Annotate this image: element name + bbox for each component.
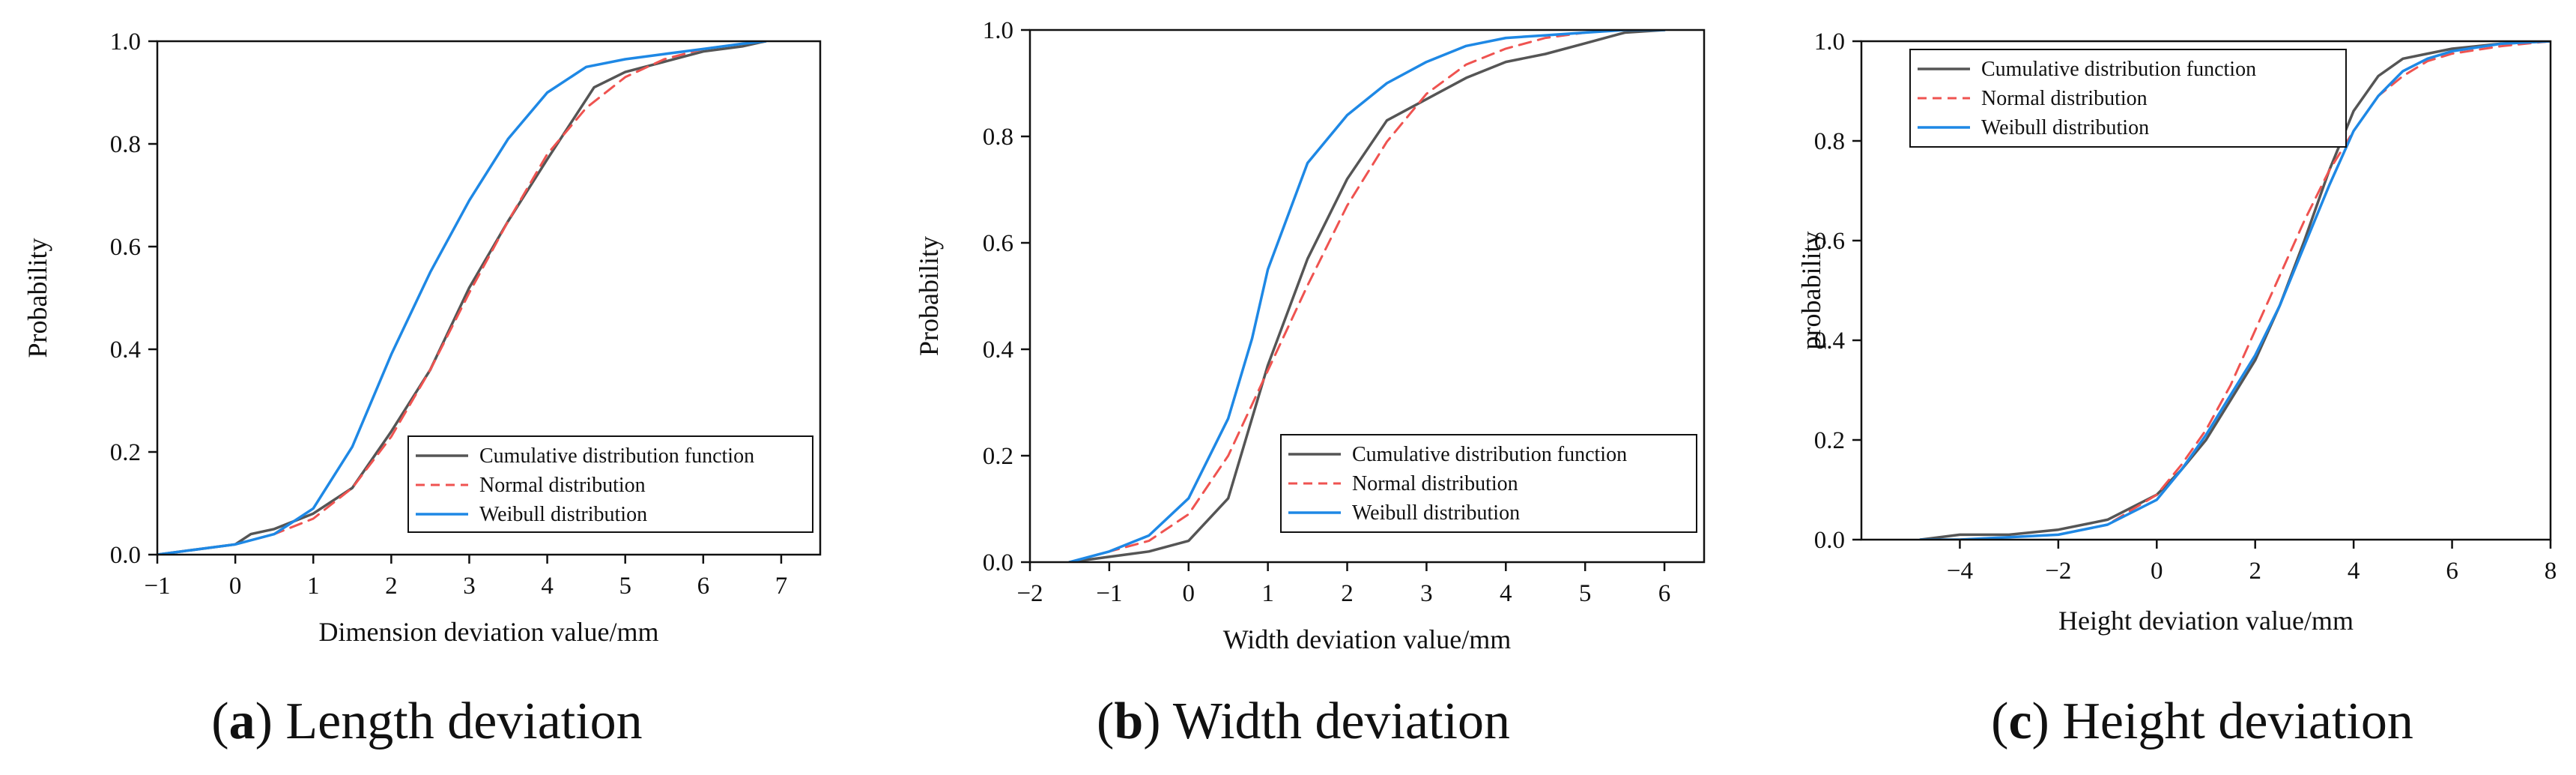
y-tick-label: 0.0 — [1814, 527, 1845, 554]
caption-close: ) — [1143, 693, 1160, 750]
y-axis-title: Probability — [914, 236, 944, 356]
caption-text: Width deviation — [1161, 693, 1510, 750]
x-tick-label: 6 — [1658, 580, 1671, 607]
y-tick-label: 0.2 — [1814, 427, 1845, 454]
x-tick-label: 7 — [775, 573, 788, 600]
y-tick-label: 0.2 — [110, 439, 141, 466]
caption-letter: a — [229, 693, 255, 750]
x-tick-label: 6 — [2446, 558, 2458, 585]
caption-open: ( — [1991, 693, 2008, 750]
panel-caption: (c) Height deviation — [1991, 693, 2413, 750]
panel-c-height-deviation: −4 −2 0 2 4 6 8 0.0 0.2 0.4 0.6 0.8 1.0 Height deviat… — [1796, 28, 2557, 750]
x-tick-label: 8 — [2545, 558, 2557, 585]
series-group — [1919, 41, 2551, 540]
legend-label-cdf: Cumulative distribution function — [1352, 443, 1627, 466]
y-tick-label: 0.0 — [983, 549, 1013, 576]
caption-open: ( — [211, 693, 228, 750]
x-axis-title: Height deviation value/mm — [2058, 606, 2354, 636]
legend-label-weibull: Weibull distribution — [1981, 116, 2149, 139]
caption-text: Length deviation — [273, 693, 643, 750]
x-tick-label: 1 — [307, 573, 320, 600]
x-tick-label: 0 — [1183, 580, 1195, 607]
legend: Cumulative distribution function Normal d… — [1909, 49, 2347, 148]
y-tick-label: 0.2 — [983, 443, 1013, 470]
y-tick-label: 1.0 — [110, 28, 141, 55]
legend: Cumulative distribution function Normal d… — [407, 435, 813, 533]
y-tick-label: 1.0 — [1814, 28, 1845, 55]
x-tick-label: 4 — [2348, 558, 2360, 585]
series-line-cdf — [157, 41, 767, 555]
panel-caption: (b) Width deviation — [1097, 693, 1510, 750]
x-tick-label: 5 — [1579, 580, 1592, 607]
x-axis-title: Width deviation value/mm — [1223, 624, 1511, 654]
legend-label-weibull: Weibull distribution — [479, 503, 647, 526]
plot-frame — [156, 40, 822, 556]
x-tick-label: 0 — [2151, 558, 2163, 585]
panel-b-width-deviation: −2 −1 0 1 2 3 4 5 6 0.0 0.2 0.4 0.6 0.8 1.0 Width devia… — [914, 17, 1706, 750]
series-group — [1068, 30, 1666, 562]
legend-label-normal: Normal distribution — [1981, 87, 2148, 110]
panel-caption: (a) Length deviation — [211, 693, 642, 750]
x-tick-label: −4 — [1947, 558, 1973, 585]
x-tick-label: 2 — [385, 573, 398, 600]
y-tick-label: 0.6 — [110, 234, 141, 261]
plot-frame — [1860, 40, 2552, 541]
caption-open: ( — [1097, 693, 1114, 750]
x-tick-label: 1 — [1261, 580, 1274, 607]
series-line-cdf — [1068, 30, 1666, 562]
x-tick-label: 5 — [619, 573, 631, 600]
series-line-weibull — [1068, 30, 1666, 562]
legend-label-weibull: Weibull distribution — [1352, 501, 1520, 525]
legend-box — [1909, 49, 2347, 148]
y-axis-title: probability — [1796, 232, 1826, 350]
y-tick-label: 0.6 — [983, 230, 1013, 257]
y-tick-label: 0.4 — [983, 337, 1013, 364]
y-axis-title: Probability — [22, 238, 52, 358]
series-line-weibull — [157, 41, 767, 555]
x-tick-label: 6 — [697, 573, 710, 600]
x-tick-label: −1 — [1096, 580, 1122, 607]
y-tick-label: 0.4 — [1814, 328, 1845, 355]
x-tick-label: 3 — [463, 573, 476, 600]
legend: Cumulative distribution function Normal d… — [1280, 434, 1697, 533]
y-tick-label: 0.4 — [110, 337, 141, 364]
x-tick-label: 4 — [1500, 580, 1512, 607]
y-tick-label: 0.8 — [110, 131, 141, 158]
x-tick-label: 4 — [541, 573, 554, 600]
plot-frame — [1028, 28, 1706, 564]
panel-a-length-deviation: −1 0 1 2 3 4 5 6 7 0.0 0.2 0.4 0.6 0.8 1.0 Dimension de… — [22, 28, 822, 750]
legend-label-normal: Normal distribution — [1352, 472, 1518, 495]
caption-close: ) — [2032, 693, 2049, 750]
caption-letter: c — [2008, 693, 2031, 750]
legend-box — [1280, 434, 1697, 533]
legend-label-cdf: Cumulative distribution function — [479, 444, 754, 468]
legend-box — [407, 435, 813, 533]
x-tick-label: 3 — [1420, 580, 1433, 607]
legend-label-cdf: Cumulative distribution function — [1981, 58, 2256, 81]
caption-text: Height deviation — [2049, 693, 2413, 750]
x-tick-label: 2 — [2249, 558, 2261, 585]
series-group — [157, 41, 767, 555]
y-tick-label: 0.8 — [1814, 128, 1845, 155]
series-line-weibull — [1919, 41, 2551, 540]
x-tick-label: 2 — [1341, 580, 1354, 607]
y-tick-label: 0.6 — [1814, 228, 1845, 255]
caption-close: ) — [255, 693, 273, 750]
y-tick-label: 0.8 — [983, 124, 1013, 151]
y-tick-label: 0.0 — [110, 542, 141, 569]
x-tick-label: −2 — [1016, 580, 1043, 607]
caption-letter: b — [1114, 693, 1143, 750]
legend-label-normal: Normal distribution — [479, 474, 646, 497]
x-tick-label: 0 — [229, 573, 242, 600]
x-axis-title: Dimension deviation value/mm — [319, 617, 659, 647]
x-tick-label: −1 — [144, 573, 170, 600]
y-tick-label: 1.0 — [983, 17, 1013, 44]
x-tick-label: −2 — [2045, 558, 2071, 585]
